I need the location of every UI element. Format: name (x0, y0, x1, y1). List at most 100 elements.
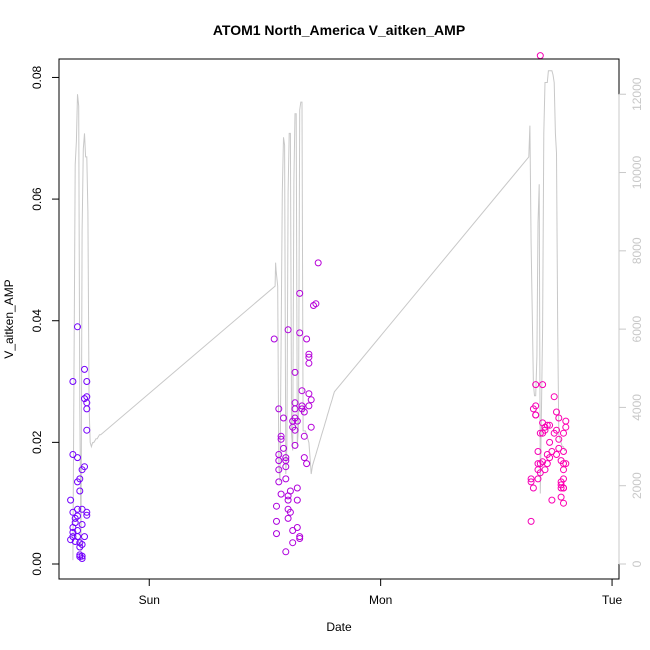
data-point (74, 512, 81, 520)
x-tick-label: Mon (369, 593, 392, 607)
data-point (273, 502, 280, 510)
data-point (282, 454, 290, 462)
data-point (543, 421, 551, 429)
data-point (557, 484, 565, 492)
data-point (76, 475, 84, 483)
data-point (74, 323, 81, 331)
data-point (550, 393, 558, 401)
data-point (546, 421, 554, 429)
data-point (532, 411, 540, 419)
data-point (555, 435, 563, 443)
y2-tick-label: 6000 (630, 315, 644, 342)
x-tick-label: Tue (602, 593, 623, 607)
x-axis: Sun Mon Tue (139, 578, 623, 607)
data-point (541, 423, 549, 431)
data-point (553, 408, 560, 416)
data-point (74, 533, 81, 541)
data-point (78, 552, 86, 560)
data-point (553, 426, 560, 434)
points-layer (67, 52, 570, 562)
data-point (296, 289, 304, 297)
data-point (275, 405, 283, 413)
data-point (71, 519, 79, 527)
y2-tick-label: 2000 (630, 472, 644, 499)
data-point (291, 426, 299, 434)
data-point (291, 405, 299, 413)
data-point (560, 484, 567, 492)
data-point (74, 454, 81, 462)
data-point (282, 548, 290, 556)
y-axis: 0.00 0.02 0.04 0.06 0.08 (30, 65, 60, 576)
data-point (532, 402, 540, 410)
data-point (300, 408, 308, 416)
data-point (71, 514, 79, 522)
data-point (280, 414, 287, 422)
data-point (83, 378, 91, 385)
data-point (273, 530, 280, 538)
data-point (529, 484, 537, 492)
data-point (307, 423, 315, 431)
data-point (560, 466, 567, 474)
data-point (560, 475, 567, 483)
data-point (534, 448, 542, 455)
data-point (284, 496, 292, 504)
data-point (293, 496, 301, 504)
data-point (560, 460, 567, 468)
data-point (539, 381, 547, 389)
data-point (555, 414, 563, 422)
data-point (277, 432, 285, 440)
data-point (83, 508, 91, 516)
data-point (541, 466, 549, 474)
data-point (527, 478, 535, 486)
y-tick-label: 0.06 (30, 187, 44, 211)
data-point (76, 487, 84, 495)
data-point (300, 454, 308, 462)
data-point (305, 390, 313, 398)
data-point (305, 359, 313, 367)
data-point (536, 52, 544, 60)
data-point (307, 396, 315, 404)
data-point (275, 478, 283, 486)
data-point (543, 460, 551, 468)
data-point (289, 539, 297, 547)
x-tick-label: Sun (139, 593, 160, 607)
data-point (534, 475, 542, 483)
chart-title: ATOM1 North_America V_aitken_AMP (213, 22, 465, 38)
data-point (81, 365, 88, 373)
data-point (557, 493, 565, 501)
data-point (300, 432, 308, 440)
data-point (298, 402, 306, 410)
data-point (69, 528, 77, 536)
data-point (314, 259, 322, 267)
data-point (560, 448, 567, 455)
data-point (286, 487, 294, 495)
data-point (527, 517, 535, 525)
data-point (81, 533, 88, 541)
data-point (560, 499, 567, 507)
data-point (305, 402, 313, 410)
data-point (527, 475, 535, 483)
data-point (277, 435, 285, 443)
y-tick-label: 0.08 (30, 65, 44, 89)
data-point (291, 368, 299, 376)
data-point (67, 536, 75, 544)
plot-frame (58, 58, 620, 580)
data-point (286, 508, 294, 516)
data-point (293, 417, 301, 425)
data-point (69, 378, 77, 385)
data-point (555, 444, 563, 452)
y2-tick-label: 12000 (630, 77, 644, 111)
data-point (296, 329, 304, 337)
data-point (296, 533, 304, 541)
data-point (293, 484, 301, 492)
data-point (560, 429, 567, 437)
data-point (277, 490, 285, 498)
data-point (312, 300, 320, 308)
data-point (305, 350, 313, 358)
data-point (275, 466, 283, 474)
data-point (270, 335, 278, 343)
data-point (536, 460, 544, 468)
data-point (548, 496, 556, 504)
data-point (562, 423, 570, 431)
